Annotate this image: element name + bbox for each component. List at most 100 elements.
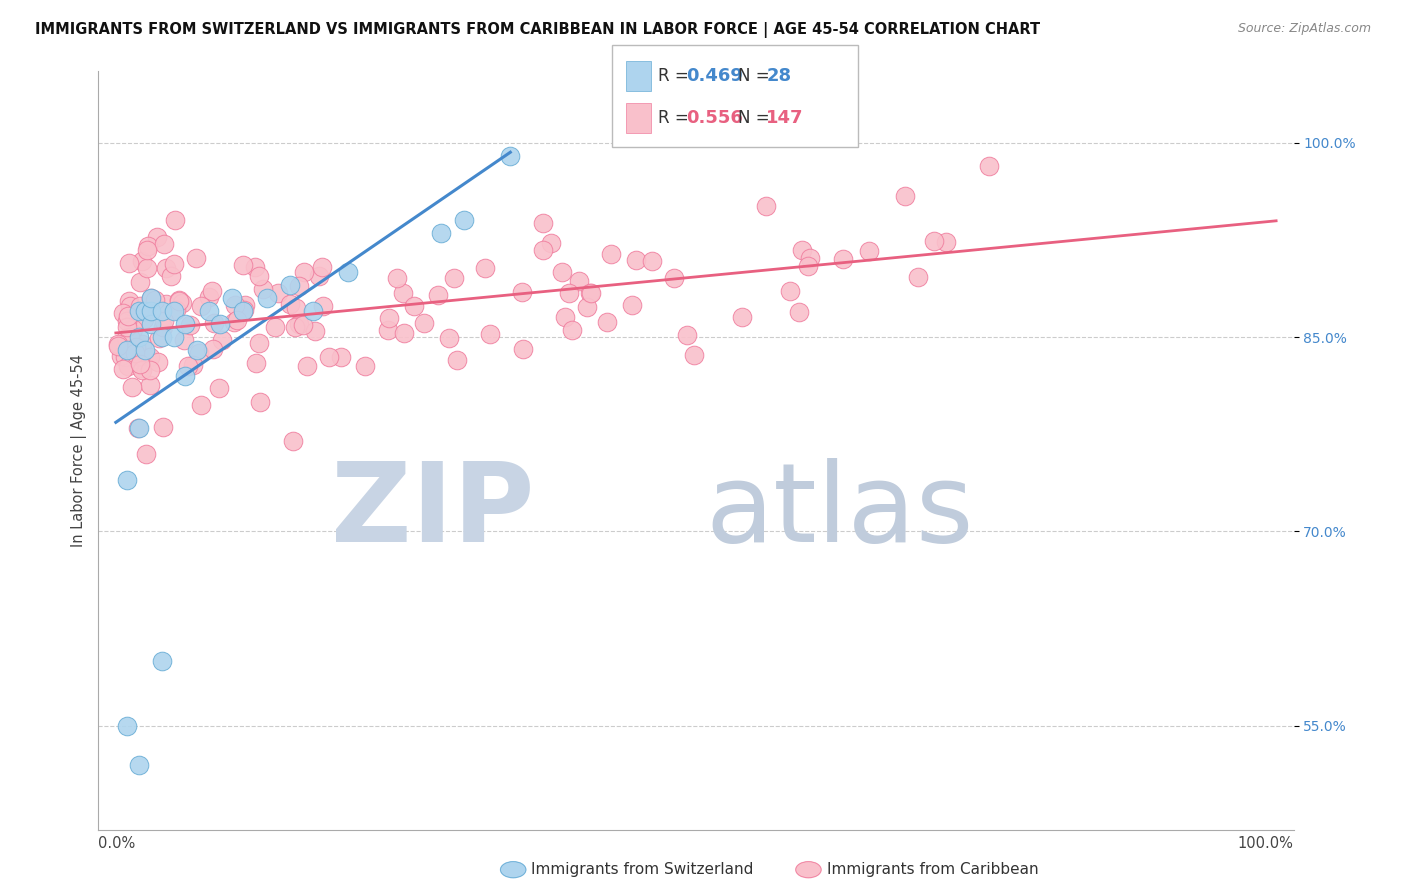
Point	[977, 160, 1000, 174]
Point	[510, 285, 533, 299]
Text: N =: N =	[738, 109, 769, 127]
Point	[139, 363, 162, 377]
Point	[893, 188, 915, 202]
Point	[336, 265, 359, 279]
Point	[163, 304, 186, 318]
Point	[129, 275, 152, 289]
Point	[152, 420, 174, 434]
Point	[124, 346, 146, 360]
Point	[201, 284, 224, 298]
Point	[145, 293, 167, 308]
Point	[118, 299, 141, 313]
Point	[318, 350, 340, 364]
Point	[128, 421, 150, 435]
Point	[131, 253, 153, 268]
Point	[285, 301, 308, 316]
Point	[531, 216, 554, 230]
Point	[128, 357, 150, 371]
Point	[676, 328, 699, 343]
Point	[163, 330, 186, 344]
Point	[288, 279, 311, 293]
Point	[128, 330, 150, 344]
Point	[499, 148, 522, 162]
Point	[287, 318, 309, 332]
Point	[174, 368, 197, 383]
Point	[155, 260, 177, 275]
Point	[247, 268, 270, 283]
Text: 0.0%: 0.0%	[98, 836, 135, 851]
Point	[281, 434, 304, 448]
Point	[155, 297, 177, 311]
Point	[278, 278, 301, 293]
Point	[232, 259, 254, 273]
Point	[330, 350, 353, 364]
Point	[135, 303, 157, 318]
Point	[134, 343, 156, 357]
Point	[165, 303, 187, 318]
Point	[118, 293, 141, 308]
Point	[443, 271, 465, 285]
Point	[115, 331, 138, 345]
Point	[304, 324, 326, 338]
Point	[935, 235, 957, 249]
Point	[922, 234, 945, 248]
Point	[165, 212, 187, 227]
Point	[186, 251, 208, 265]
Point	[128, 757, 150, 772]
Point	[540, 236, 562, 251]
Point	[427, 287, 450, 301]
Point	[755, 199, 778, 213]
Point	[117, 719, 139, 733]
Point	[392, 286, 415, 301]
Point	[190, 397, 212, 411]
Point	[478, 327, 501, 342]
Text: ZIP: ZIP	[332, 458, 534, 565]
Point	[531, 243, 554, 257]
Point	[799, 252, 821, 266]
Point	[117, 309, 139, 323]
Point	[111, 361, 134, 376]
Text: 147: 147	[766, 109, 804, 127]
Point	[128, 299, 150, 313]
Point	[148, 331, 170, 345]
Point	[247, 335, 270, 350]
Point	[167, 293, 190, 307]
Point	[233, 303, 256, 318]
Point	[139, 317, 162, 331]
Point	[146, 229, 169, 244]
Point	[167, 293, 190, 308]
Point	[312, 299, 335, 313]
Text: 0.556: 0.556	[686, 109, 742, 127]
Point	[134, 304, 156, 318]
Point	[153, 314, 176, 328]
Point	[232, 304, 254, 318]
Point	[115, 314, 138, 328]
Point	[831, 252, 853, 266]
Point	[152, 320, 174, 334]
Point	[595, 315, 617, 329]
Point	[150, 654, 173, 668]
Text: IMMIGRANTS FROM SWITZERLAND VS IMMIGRANTS FROM CARIBBEAN IN LABOR FORCE | AGE 45: IMMIGRANTS FROM SWITZERLAND VS IMMIGRANT…	[35, 22, 1040, 38]
Point	[224, 298, 246, 312]
Text: 28: 28	[766, 67, 792, 85]
Text: atlas: atlas	[706, 458, 973, 565]
Point	[683, 348, 706, 362]
Point	[153, 237, 176, 252]
Point	[907, 270, 929, 285]
Point	[551, 265, 574, 279]
Point	[150, 330, 173, 344]
Point	[222, 315, 245, 329]
Point	[131, 361, 153, 376]
Text: Immigrants from Caribbean: Immigrants from Caribbean	[827, 863, 1039, 877]
Point	[117, 473, 139, 487]
Text: R =: R =	[658, 67, 689, 85]
Point	[353, 359, 375, 373]
Point	[117, 343, 139, 357]
Text: R =: R =	[658, 109, 689, 127]
Point	[413, 316, 436, 330]
Point	[641, 253, 664, 268]
Point	[121, 380, 143, 394]
Text: Immigrants from Switzerland: Immigrants from Switzerland	[531, 863, 754, 877]
Point	[117, 359, 139, 373]
Point	[599, 247, 621, 261]
